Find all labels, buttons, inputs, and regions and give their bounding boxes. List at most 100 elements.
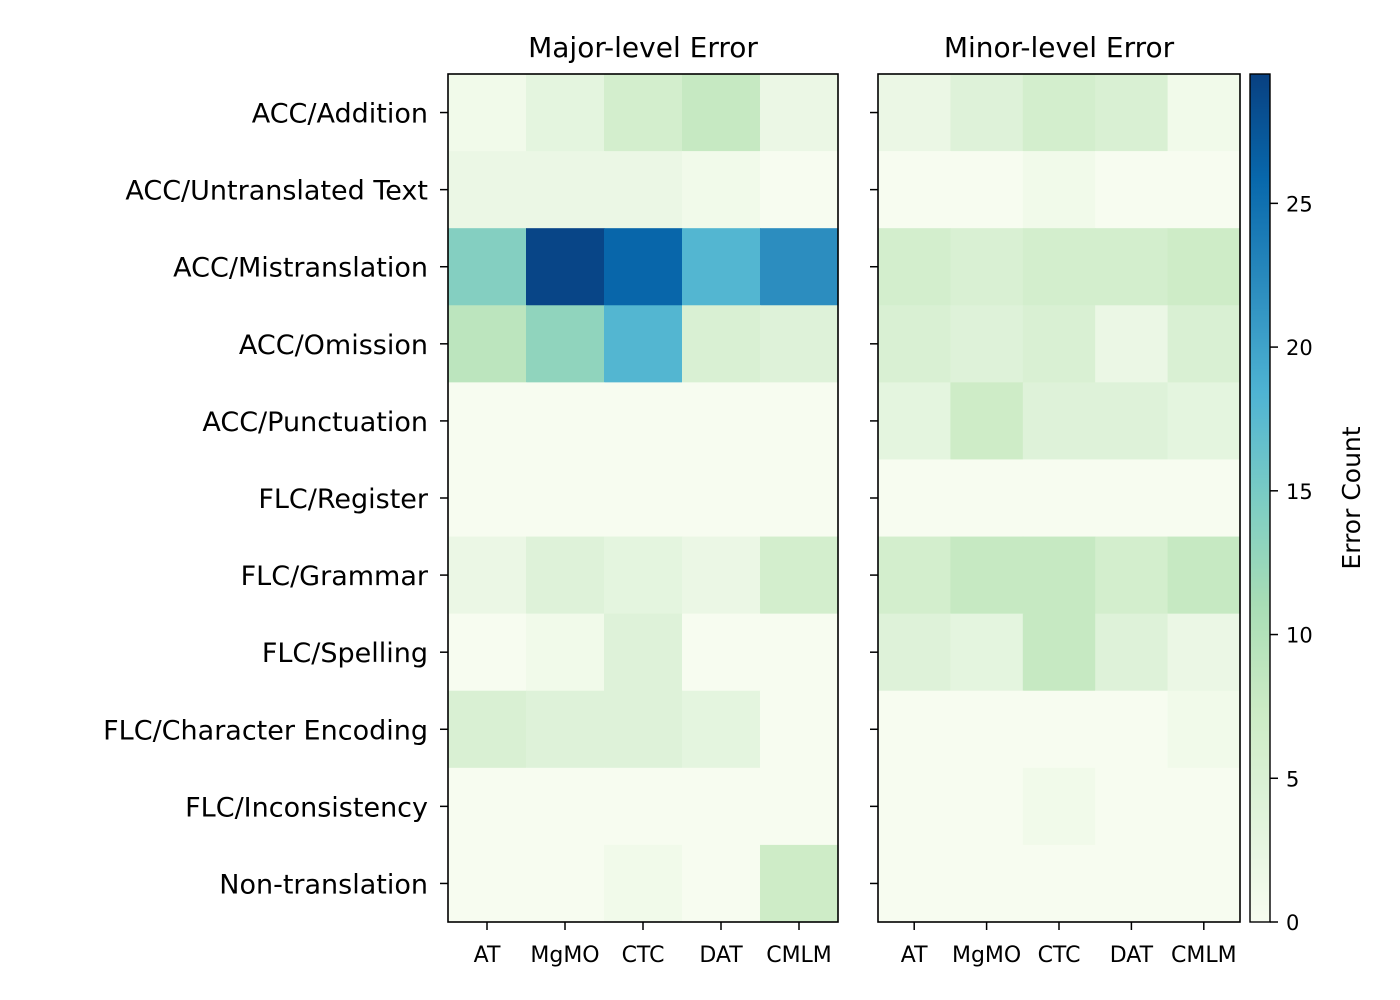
heatmap-cell-minor bbox=[878, 74, 951, 152]
column-label: DAT bbox=[1110, 943, 1154, 968]
heatmap-cell-major bbox=[604, 382, 683, 461]
panel-title-minor: Minor-level Error bbox=[944, 31, 1175, 64]
heatmap-cell-minor bbox=[1167, 767, 1241, 846]
heatmap-cell-major bbox=[604, 228, 683, 306]
column-label: AT bbox=[474, 943, 501, 968]
y-axis-labels: ACC/Addition ACC/Untranslated Text ACC/M… bbox=[103, 99, 429, 901]
heatmap-cell-minor bbox=[1167, 305, 1241, 383]
heatmap-cell-major bbox=[448, 228, 527, 306]
row-label: FLC/Inconsistency bbox=[185, 792, 428, 823]
heatmap-cell-major bbox=[760, 382, 839, 461]
heatmap-cell-minor bbox=[950, 613, 1024, 692]
heatmap-cell-major bbox=[682, 382, 761, 461]
colorbar-title: Error Count bbox=[1337, 426, 1366, 569]
row-label: FLC/Grammar bbox=[241, 561, 429, 592]
heatmap-cell-major bbox=[448, 305, 527, 383]
heatmap-cell-minor bbox=[950, 74, 1024, 152]
heatmap-cell-minor bbox=[950, 767, 1024, 846]
heatmap-cell-major bbox=[682, 74, 761, 152]
heatmap-cell-minor bbox=[878, 844, 951, 923]
heatmap-cell-minor bbox=[878, 690, 951, 769]
heatmap-cell-major bbox=[682, 151, 761, 229]
heatmap-cell-major bbox=[526, 305, 605, 383]
heatmap-cell-major bbox=[526, 767, 605, 846]
row-label: FLC/Character Encoding bbox=[103, 715, 428, 746]
heatmap-cell-major bbox=[448, 459, 527, 538]
x-axis-labels-major: AT MgMO CTC DAT CMLM bbox=[474, 943, 832, 968]
colorbar-tick-label: 20 bbox=[1286, 336, 1313, 360]
heatmap-cell-minor bbox=[1022, 536, 1096, 615]
column-label: MgMO bbox=[952, 943, 1021, 968]
colorbar-tick-label: 10 bbox=[1286, 624, 1313, 648]
column-label: CMLM bbox=[1171, 943, 1237, 968]
column-label: DAT bbox=[699, 943, 743, 968]
heatmap-cell-major bbox=[526, 844, 605, 923]
heatmap-cell-minor bbox=[1167, 613, 1241, 692]
row-label: FLC/Spelling bbox=[262, 638, 428, 669]
heatmap-cell-minor bbox=[1167, 690, 1241, 769]
row-label: FLC/Register bbox=[258, 484, 429, 515]
heatmap-cell-major bbox=[760, 228, 839, 306]
heatmap-cell-major bbox=[448, 690, 527, 769]
heatmap-cell-minor bbox=[950, 459, 1024, 538]
heatmap-cell-major bbox=[682, 305, 761, 383]
column-label: AT bbox=[901, 943, 928, 968]
colorbar-tick-label: 0 bbox=[1286, 911, 1299, 935]
heatmap-cell-minor bbox=[1167, 382, 1241, 461]
heatmap-cell-major bbox=[760, 536, 839, 615]
column-label: CTC bbox=[622, 943, 665, 968]
heatmap-cell-major bbox=[526, 459, 605, 538]
heatmap-cell-major bbox=[526, 690, 605, 769]
heatmap-cell-minor bbox=[878, 151, 951, 229]
heatmap-cell-minor bbox=[950, 690, 1024, 769]
heatmap-cell-minor bbox=[950, 844, 1024, 923]
heatmap-major bbox=[448, 74, 839, 923]
heatmap-cell-major bbox=[682, 613, 761, 692]
heatmap-cell-major bbox=[682, 767, 761, 846]
heatmap-cell-major bbox=[682, 844, 761, 923]
heatmap-cell-major bbox=[760, 613, 839, 692]
heatmap-cell-minor bbox=[1022, 613, 1096, 692]
heatmap-cell-minor bbox=[1095, 690, 1169, 769]
heatmap-cell-major bbox=[760, 690, 839, 769]
heatmap-cell-minor bbox=[1095, 459, 1169, 538]
heatmap-cell-minor bbox=[878, 613, 951, 692]
row-label: Non-translation bbox=[219, 870, 428, 901]
heatmap-cell-major bbox=[604, 74, 683, 152]
heatmap-minor bbox=[878, 74, 1241, 923]
heatmap-cell-minor bbox=[878, 382, 951, 461]
heatmap-cell-minor bbox=[1095, 151, 1169, 229]
heatmap-cell-minor bbox=[950, 151, 1024, 229]
heatmap-cell-major bbox=[760, 459, 839, 538]
heatmap-cell-minor bbox=[1022, 151, 1096, 229]
heatmap-cell-major bbox=[760, 305, 839, 383]
heatmap-cell-minor bbox=[1095, 613, 1169, 692]
heatmap-cell-minor bbox=[1167, 844, 1241, 923]
colorbar bbox=[1249, 73, 1271, 923]
heatmap-cell-minor bbox=[1022, 74, 1096, 152]
row-label: ACC/Addition bbox=[252, 99, 428, 130]
heatmap-cell-minor bbox=[1022, 690, 1096, 769]
heatmap-cell-major bbox=[526, 228, 605, 306]
heatmap-cell-minor bbox=[1095, 536, 1169, 615]
heatmap-cell-minor bbox=[1095, 228, 1169, 306]
heatmap-cell-minor bbox=[950, 305, 1024, 383]
row-label: ACC/Mistranslation bbox=[173, 253, 428, 284]
heatmap-cell-minor bbox=[1167, 151, 1241, 229]
heatmap-cell-minor bbox=[878, 536, 951, 615]
heatmap-cell-major bbox=[604, 613, 683, 692]
heatmap-cell-major bbox=[682, 690, 761, 769]
heatmap-cell-major bbox=[448, 151, 527, 229]
heatmap-cell-major bbox=[682, 459, 761, 538]
colorbar-tick-label: 5 bbox=[1286, 767, 1299, 791]
panel-frame-minor bbox=[877, 73, 1241, 923]
heatmap-cell-minor bbox=[1095, 74, 1169, 152]
heatmap-cell-minor bbox=[1022, 767, 1096, 846]
heatmap-cell-minor bbox=[1095, 767, 1169, 846]
heatmap-cell-major bbox=[760, 767, 839, 846]
heatmap-cell-minor bbox=[878, 459, 951, 538]
heatmap-cell-major bbox=[526, 151, 605, 229]
heatmap-cell-major bbox=[448, 844, 527, 923]
colorbar-tick-label: 25 bbox=[1286, 192, 1313, 216]
